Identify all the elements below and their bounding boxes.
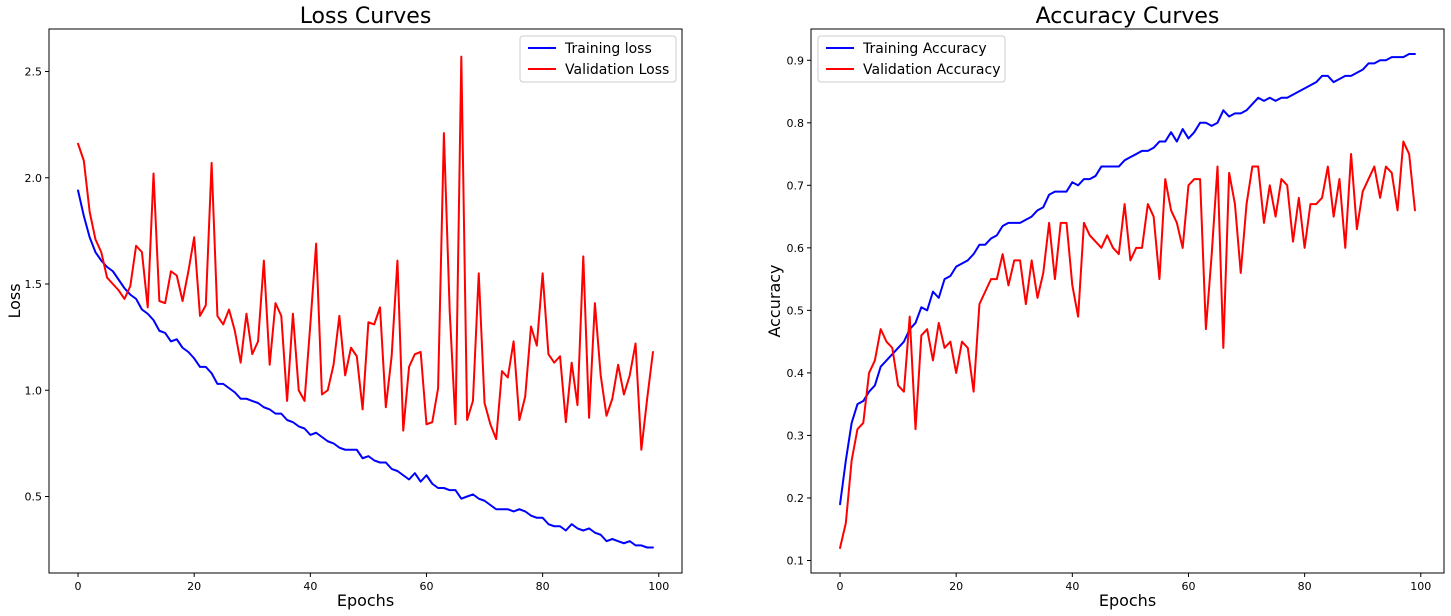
loss-x-tick-label: 0 [75,580,82,593]
loss-y-tick-label: 2.0 [25,172,43,185]
accuracy-x-axis-label: Epochs [1099,591,1156,610]
loss-chart: 0 20 40 60 80 100 0.5 1.0 1.5 2.0 2.5 Loss Curves Ep… [5,4,683,610]
accuracy-y-tick-label: 0.5 [787,304,805,317]
loss-x-axis-label: Epochs [337,591,394,610]
accuracy-y-tick-label: 0.1 [787,554,805,567]
accuracy-y-tick-label: 0.4 [787,367,805,380]
loss-legend-label: Validation Loss [565,62,669,78]
accuracy-y-tick-label: 0.3 [787,429,805,442]
accuracy-y-axis-label: Accuracy [765,264,784,337]
accuracy-y-tick-label: 0.7 [787,179,805,192]
loss-x-tick-label: 20 [187,580,201,593]
loss-y-tick-label: 1.0 [25,384,43,397]
accuracy-x-tick-label: 0 [837,580,844,593]
loss-y-tick-label: 2.5 [25,66,43,79]
accuracy-x-tick-label: 40 [1065,580,1079,593]
loss-x-tick-label: 100 [648,580,669,593]
loss-legend-box [519,35,677,83]
accuracy-chart: 0 20 40 60 80 100 0.1 0.2 0.3 0.4 0.5 0.6 0.7 0.8 0.9 A… [765,4,1445,610]
accuracy-chart-title: Accuracy Curves [1036,4,1220,29]
loss-series-training-line [77,189,654,549]
accuracy-x-tick-label: 20 [949,580,963,593]
accuracy-y-tick-label: 0.6 [787,242,805,255]
loss-x-tick-label: 40 [303,580,317,593]
accuracy-series-validation-line [839,140,1416,549]
loss-chart-title: Loss Curves [300,4,432,29]
loss-y-axis-label: Loss [5,283,24,318]
accuracy-y-tick-label: 0.9 [787,54,805,67]
loss-x-tick-label: 60 [419,580,433,593]
accuracy-legend-label: Validation Accuracy [863,62,1001,78]
accuracy-series-training-line [839,53,1416,506]
accuracy-y-tick-label: 0.2 [787,492,805,505]
loss-y-tick-label: 0.5 [25,491,43,504]
loss-axes-frame [48,28,683,574]
loss-legend: Training loss Validation Loss [519,35,677,83]
accuracy-legend-label: Training Accuracy [862,41,987,57]
accuracy-legend-box [817,35,1006,83]
accuracy-legend: Training Accuracy Validation Accuracy [817,35,1006,83]
accuracy-x-tick-label: 100 [1410,580,1431,593]
accuracy-x-tick-label: 80 [1298,580,1312,593]
accuracy-x-tick-label: 60 [1181,580,1195,593]
loss-y-tick-label: 1.5 [25,278,43,291]
loss-series-validation-line [77,55,654,451]
accuracy-axes-frame [810,28,1445,574]
loss-legend-label: Training loss [564,41,652,57]
accuracy-y-tick-label: 0.8 [787,117,805,130]
loss-x-tick-label: 80 [536,580,550,593]
